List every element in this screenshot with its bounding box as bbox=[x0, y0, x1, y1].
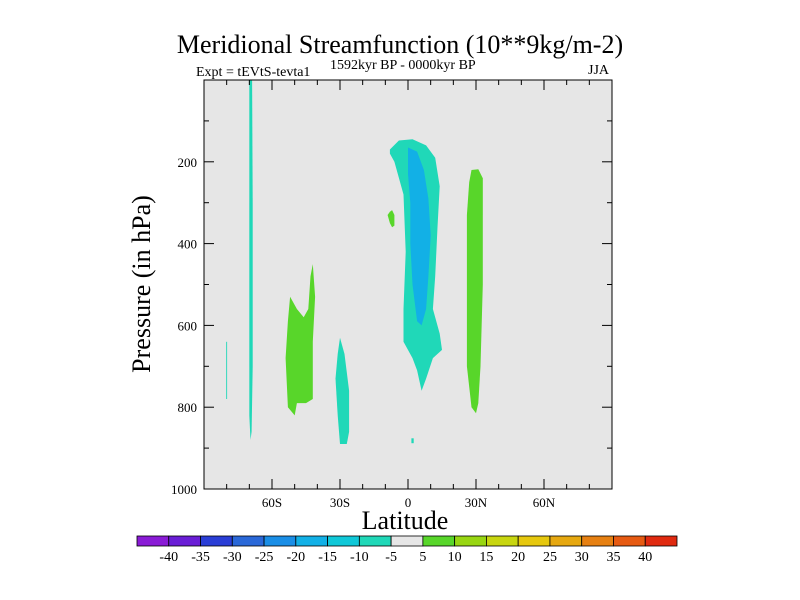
colorbar-swatch bbox=[486, 535, 519, 547]
y-axis-label: Pressure (in hPa) bbox=[127, 195, 156, 373]
colorbar-swatch bbox=[581, 535, 614, 547]
colorbar-swatch bbox=[136, 535, 170, 547]
colorbar-label: 15 bbox=[479, 550, 493, 565]
colorbar-swatch bbox=[644, 535, 678, 547]
colorbar-label: 20 bbox=[511, 550, 525, 565]
colorbar-label: -35 bbox=[191, 550, 210, 565]
colorbar-label: 5 bbox=[419, 550, 426, 565]
x-tick-label: 60S bbox=[262, 495, 282, 510]
colorbar-swatch bbox=[613, 535, 646, 547]
colorbar-label: 30 bbox=[575, 550, 589, 565]
y-tick-label: 1000 bbox=[171, 482, 197, 497]
colorbar-label: 35 bbox=[606, 550, 620, 565]
colorbar-swatch bbox=[327, 535, 360, 547]
colorbar-label: 40 bbox=[638, 550, 652, 565]
colorbar-swatch bbox=[422, 535, 456, 547]
region-45s-cell bbox=[285, 264, 316, 416]
contour-regions bbox=[226, 80, 483, 444]
colorbar-swatch bbox=[390, 535, 424, 547]
colorbar-label: -10 bbox=[350, 550, 369, 565]
colorbar-swatch bbox=[358, 535, 392, 547]
region-north-hadley-inner bbox=[408, 147, 431, 326]
colorbar-label: -15 bbox=[318, 550, 337, 565]
region-equator-dot bbox=[411, 438, 414, 444]
experiment-label: Expt = tEVtS-tevta1 bbox=[196, 65, 311, 80]
colorbar-swatch bbox=[200, 535, 233, 547]
colorbar: -40 -35 -30 -25 -20 -15 -10 -5 5 10 15 20 25 30 35 40 bbox=[136, 535, 678, 565]
y-tick-label: 400 bbox=[178, 237, 198, 252]
region-30n-cell bbox=[466, 169, 483, 414]
colorbar-label: -20 bbox=[286, 550, 305, 565]
y-tick-label: 800 bbox=[178, 400, 198, 415]
colorbar-swatch bbox=[263, 535, 297, 547]
x-tick-label: 30N bbox=[465, 495, 488, 510]
chart-title: Meridional Streamfunction (10**9kg/m-2) bbox=[176, 30, 624, 59]
colorbar-label: 25 bbox=[543, 550, 557, 565]
period-label: 1592kyr BP - 0000kyr BP bbox=[330, 58, 476, 73]
colorbar-swatch bbox=[517, 535, 551, 547]
region-far-south-strip bbox=[226, 341, 228, 399]
x-axis-label: Latitude bbox=[361, 506, 449, 535]
axis-ticks: 60S 30S 0 30N 60N 200 400 600 800 1000 bbox=[171, 80, 612, 510]
colorbar-swatch bbox=[549, 535, 583, 547]
colorbar-swatch bbox=[231, 535, 265, 547]
colorbar-swatch bbox=[454, 535, 487, 547]
y-tick-label: 200 bbox=[178, 155, 198, 170]
region-10s-small-cell bbox=[387, 210, 395, 228]
colorbar-label: -40 bbox=[159, 550, 178, 565]
colorbar-label: -30 bbox=[223, 550, 242, 565]
colorbar-label: -25 bbox=[255, 550, 274, 565]
season-label: JJA bbox=[588, 63, 610, 78]
colorbar-swatch bbox=[168, 535, 201, 547]
x-tick-label: 30S bbox=[330, 495, 350, 510]
colorbar-label: -5 bbox=[385, 550, 397, 565]
x-tick-label: 0 bbox=[405, 495, 412, 510]
region-60s-vertical-strip bbox=[249, 80, 253, 440]
colorbar-label: 10 bbox=[448, 550, 462, 565]
region-30s-cell bbox=[335, 337, 350, 444]
x-tick-label: 60N bbox=[533, 495, 556, 510]
y-tick-label: 600 bbox=[178, 318, 198, 333]
colorbar-swatch bbox=[295, 535, 328, 547]
